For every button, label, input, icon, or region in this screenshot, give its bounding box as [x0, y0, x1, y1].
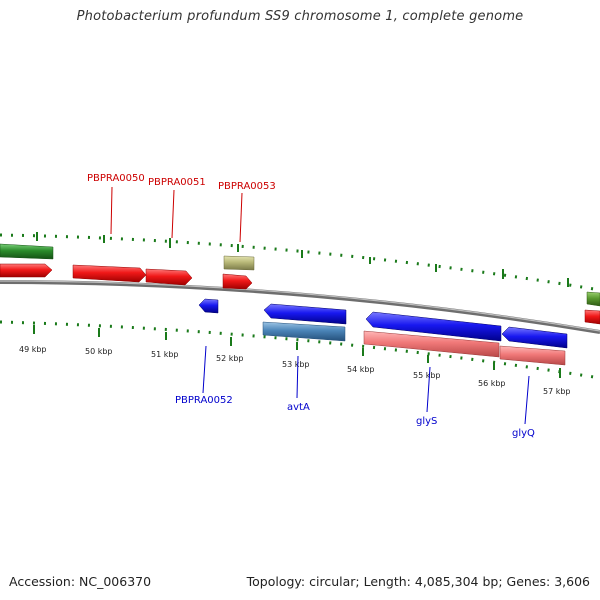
gene-glys-pseudo[interactable]	[363, 330, 500, 358]
tick-label: 49 kbp	[19, 345, 47, 354]
tick-label: 54 kbp	[347, 365, 375, 374]
tick-label: 56 kbp	[478, 379, 506, 388]
tick-label: 52 kbp	[216, 354, 244, 363]
gene-pbpra0051[interactable]	[145, 268, 193, 286]
gene-label-pbpra0050[interactable]: PBPRA0050	[87, 173, 145, 184]
gene-label-pbpra0053[interactable]: PBPRA0053	[218, 181, 276, 192]
gene-fwd-right[interactable]	[584, 309, 600, 325]
gene-fwd-1[interactable]	[0, 263, 53, 278]
gene-pbpra0053[interactable]	[222, 273, 253, 290]
gene-label-avta[interactable]: avtA	[287, 402, 310, 413]
accession-text: Accession: NC_006370	[9, 574, 152, 589]
gene-avta-steel[interactable]	[262, 321, 346, 342]
scale-ticks: 49 kbp 50 kbp 51 kbp 52 kbp 53 kbp 54 kb…	[19, 345, 571, 396]
tick-label: 55 kbp	[413, 371, 441, 380]
forward-gene-labels: PBPRA0050 PBPRA0051 PBPRA0053	[87, 173, 276, 243]
gene-label-pbpra0051[interactable]: PBPRA0051	[148, 177, 206, 188]
gc-skew-upper	[36, 232, 569, 287]
topology-text: Topology: circular; Length: 4,085,304 bp…	[246, 574, 590, 589]
gene-glyq[interactable]	[501, 326, 568, 349]
gene-label-glys[interactable]: glyS	[416, 416, 437, 427]
gene-glys[interactable]	[365, 311, 502, 342]
forward-genes	[0, 243, 600, 325]
gc-track-upper	[0, 233, 600, 292]
tick-label: 51 kbp	[151, 350, 179, 359]
gene-rna-upper[interactable]	[0, 243, 54, 260]
gene-label-glyq[interactable]: glyQ	[512, 428, 535, 439]
gene-pbpra0053-misc[interactable]	[223, 255, 255, 271]
gene-rna-right[interactable]	[586, 291, 600, 307]
gene-label-pbpra0052[interactable]: PBPRA0052	[175, 395, 233, 406]
tick-label: 57 kbp	[543, 387, 571, 396]
tick-label: 50 kbp	[85, 347, 113, 356]
gene-glyq-pseudo[interactable]	[499, 345, 566, 366]
gc-track-lower	[0, 320, 600, 380]
reverse-genes	[198, 298, 568, 366]
map-title: Photobacterium profundum SS9 chromosome …	[76, 9, 524, 24]
gc-skew-lower	[33, 325, 561, 378]
genome-backbone	[0, 280, 600, 334]
gene-avta[interactable]	[263, 303, 347, 325]
reverse-gene-labels: PBPRA0052 avtA glyS glyQ	[175, 345, 535, 439]
gene-pbpra0050[interactable]	[72, 264, 147, 283]
gene-pbpra0052[interactable]	[198, 298, 219, 314]
tick-label: 53 kbp	[282, 360, 310, 369]
